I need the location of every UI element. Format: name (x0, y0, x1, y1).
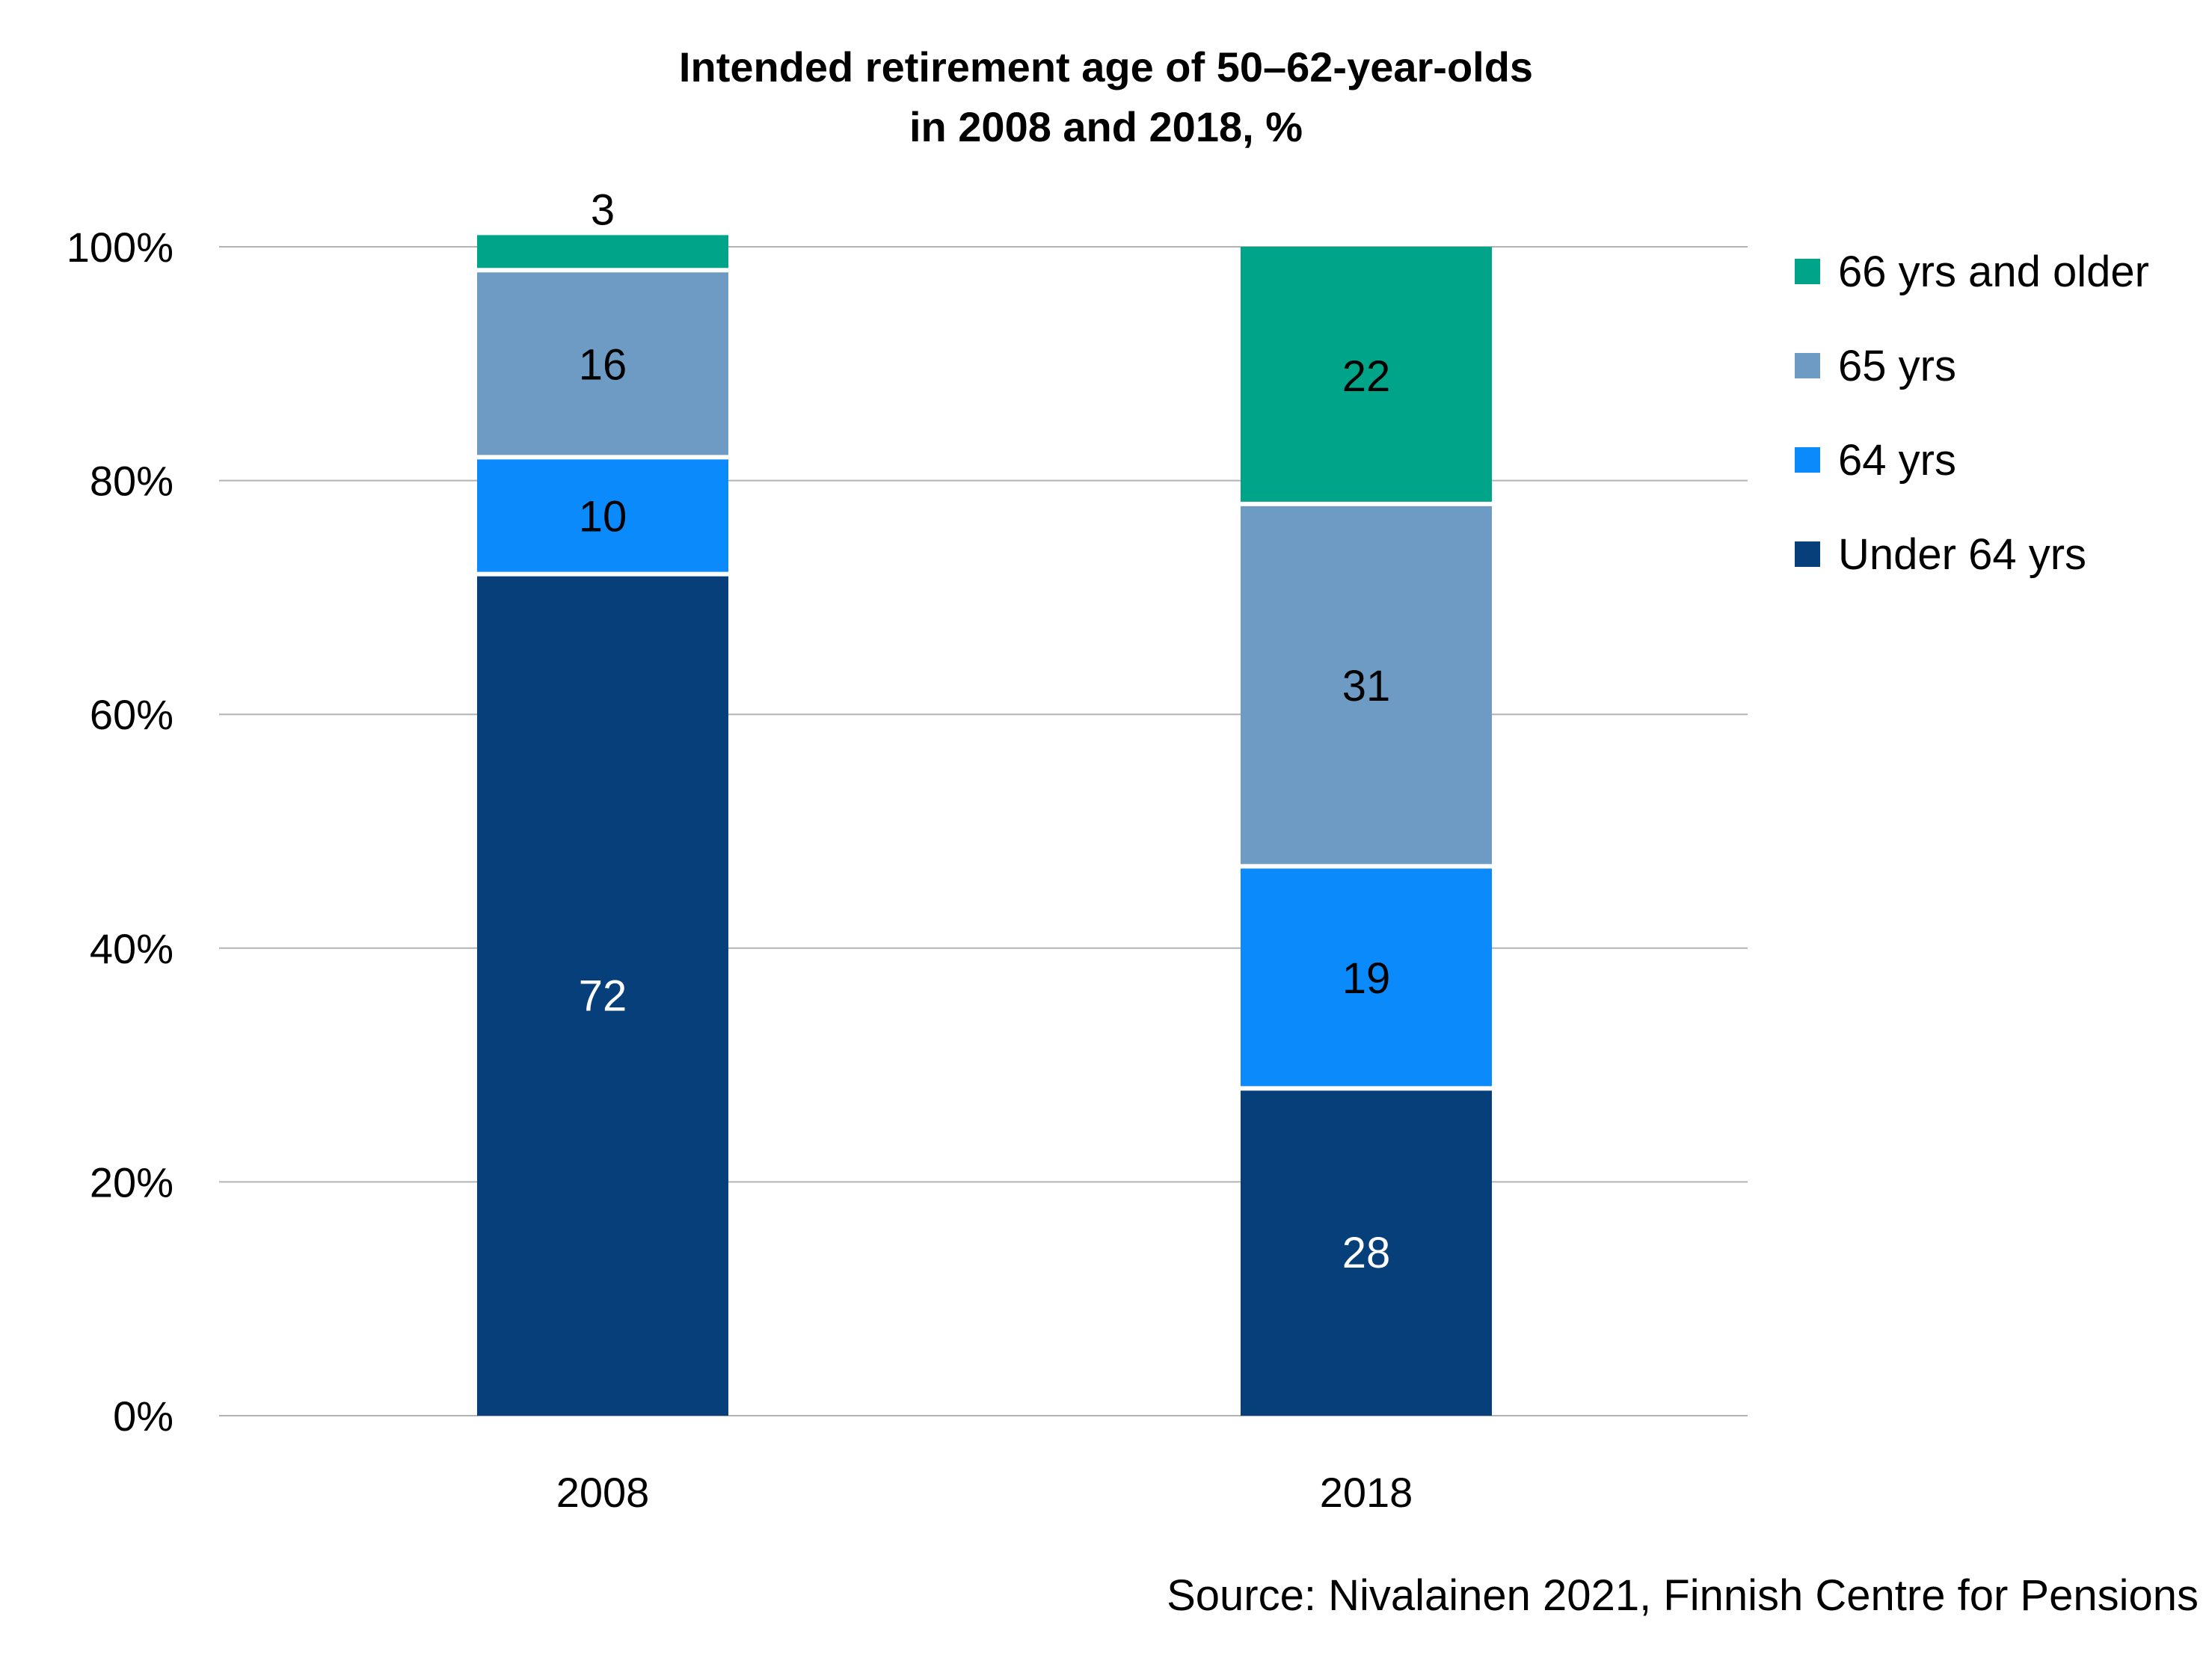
data-label: 72 (579, 971, 627, 1020)
data-label: 31 (1342, 662, 1391, 710)
y-tick-label: 40% (90, 925, 173, 972)
y-axis-tick-labels: 0% 20% 40% 60% 80% 100% (67, 224, 173, 1440)
chart-title-line-1: Intended retirement age of 50–62-year-ol… (678, 43, 1534, 90)
gridlines (219, 246, 1748, 1416)
legend-label: 65 yrs (1838, 341, 1956, 390)
data-label: 28 (1342, 1229, 1391, 1277)
bar-segment-2018-under-64-yrs (1241, 1090, 1492, 1416)
x-tick-label: 2008 (556, 1469, 650, 1516)
data-label: 10 (579, 492, 627, 541)
y-tick-label: 60% (90, 691, 173, 738)
source-note: Source: Nivalainen 2021, Finnish Centre … (1167, 1571, 2199, 1620)
legend-swatch (1795, 541, 1820, 567)
chart-title-line-2: in 2008 and 2018, % (909, 103, 1303, 150)
bar-segment-2008-66-yrs-and-older (477, 235, 728, 268)
bar-segment-2018-65-yrs (1241, 506, 1492, 865)
bar-segment-2008-65-yrs (477, 272, 728, 455)
x-axis-tick-labels: 2008 2018 (556, 1469, 1413, 1516)
data-label: 19 (1342, 954, 1391, 1003)
bar-segment-2018-64-yrs (1241, 868, 1492, 1087)
data-labels: 72 10 16 3 28 19 31 22 (579, 185, 1391, 1277)
legend-label: Under 64 yrs (1838, 529, 2087, 579)
bar-segment-2008-64-yrs (477, 459, 728, 572)
bar-segment-2018-66-yrs-and-older (1241, 247, 1492, 502)
legend-item: Under 64 yrs (1795, 507, 2149, 601)
legend-label: 64 yrs (1838, 435, 1956, 485)
bar-segment-2008-under-64-yrs (477, 576, 728, 1416)
legend-swatch (1795, 447, 1820, 473)
legend: 66 yrs and older 65 yrs 64 yrs Under 64 yrs (1795, 224, 2149, 601)
legend-item: 65 yrs (1795, 319, 2149, 413)
y-tick-label: 20% (90, 1158, 173, 1206)
data-label: 3 (591, 185, 615, 234)
bars (477, 235, 1492, 1416)
legend-swatch (1795, 259, 1820, 284)
data-label: 16 (579, 340, 627, 389)
data-label: 22 (1342, 352, 1391, 401)
legend-label: 66 yrs and older (1838, 247, 2149, 296)
y-tick-label: 100% (67, 224, 173, 271)
chart-title: Intended retirement age of 50–62-year-ol… (0, 37, 2212, 157)
legend-item: 64 yrs (1795, 413, 2149, 507)
x-tick-label: 2018 (1320, 1469, 1413, 1516)
legend-item: 66 yrs and older (1795, 224, 2149, 319)
legend-swatch (1795, 353, 1820, 378)
y-tick-label: 0% (113, 1393, 173, 1440)
y-tick-label: 80% (90, 458, 173, 505)
